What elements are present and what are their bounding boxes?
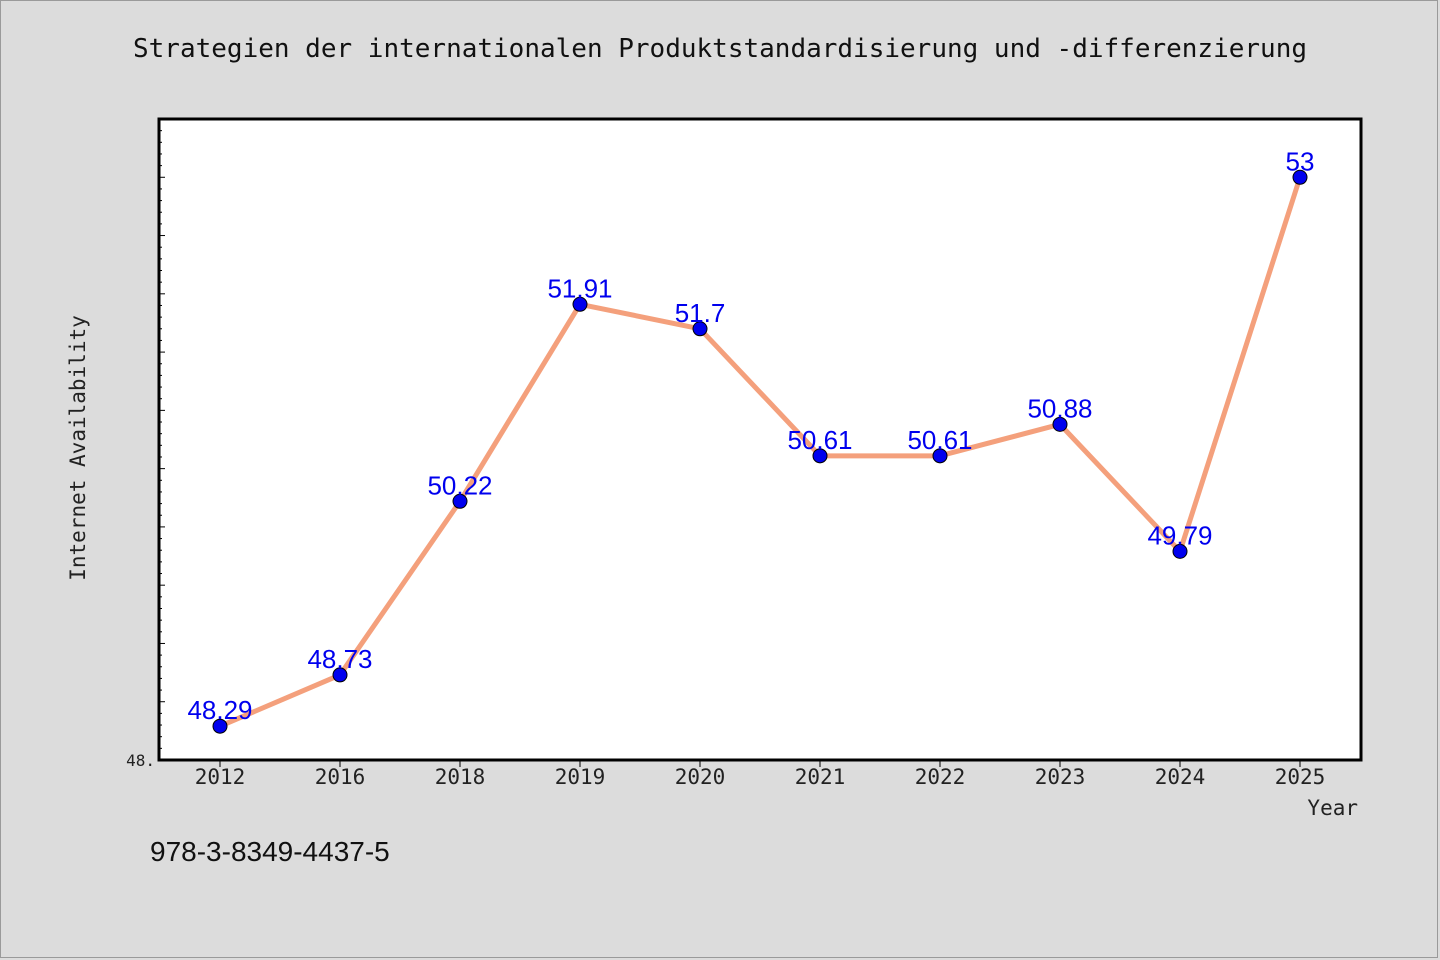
data-point [1292,169,1308,185]
data-label: 50.22 [427,470,492,500]
data-label: 48.73 [307,644,372,674]
x-tick-label: 2019 [555,765,606,789]
plot-area [157,117,1363,762]
data-point [452,493,468,509]
data-point [332,667,348,683]
x-tick-label: 2018 [435,765,486,789]
data-label: 48.29 [187,695,252,725]
x-tick-label: 2020 [675,765,726,789]
data-label: 53 [1286,146,1315,176]
data-point [1052,416,1068,432]
data-point [212,718,228,734]
y-tick-label: 48. [126,751,155,770]
data-point [692,321,708,337]
x-tick-label: 2024 [1155,765,1206,789]
x-tick-label: 2012 [195,765,246,789]
data-label: 49.79 [1147,520,1212,550]
data-label: 51.91 [547,273,612,303]
data-label: 50.88 [1027,393,1092,423]
chart-title: Strategien der internationalen Produktst… [133,34,1307,64]
x-tick-label: 2021 [795,765,846,789]
data-label: 50.61 [907,425,972,455]
x-axis-label: Year [1307,796,1358,820]
data-point [1172,543,1188,559]
x-tick-label: 2022 [915,765,966,789]
data-label: 50.61 [787,425,852,455]
x-tick-label: 2023 [1035,765,1086,789]
x-tick-label: 2025 [1275,765,1326,789]
data-point [932,448,948,464]
data-point [572,296,588,312]
data-label: 51.7 [675,298,726,328]
footnote-isbn: 978-3-8349-4437-5 [150,836,390,867]
data-point [812,448,828,464]
x-tick-label: 2016 [315,765,366,789]
series-line [219,176,1303,729]
